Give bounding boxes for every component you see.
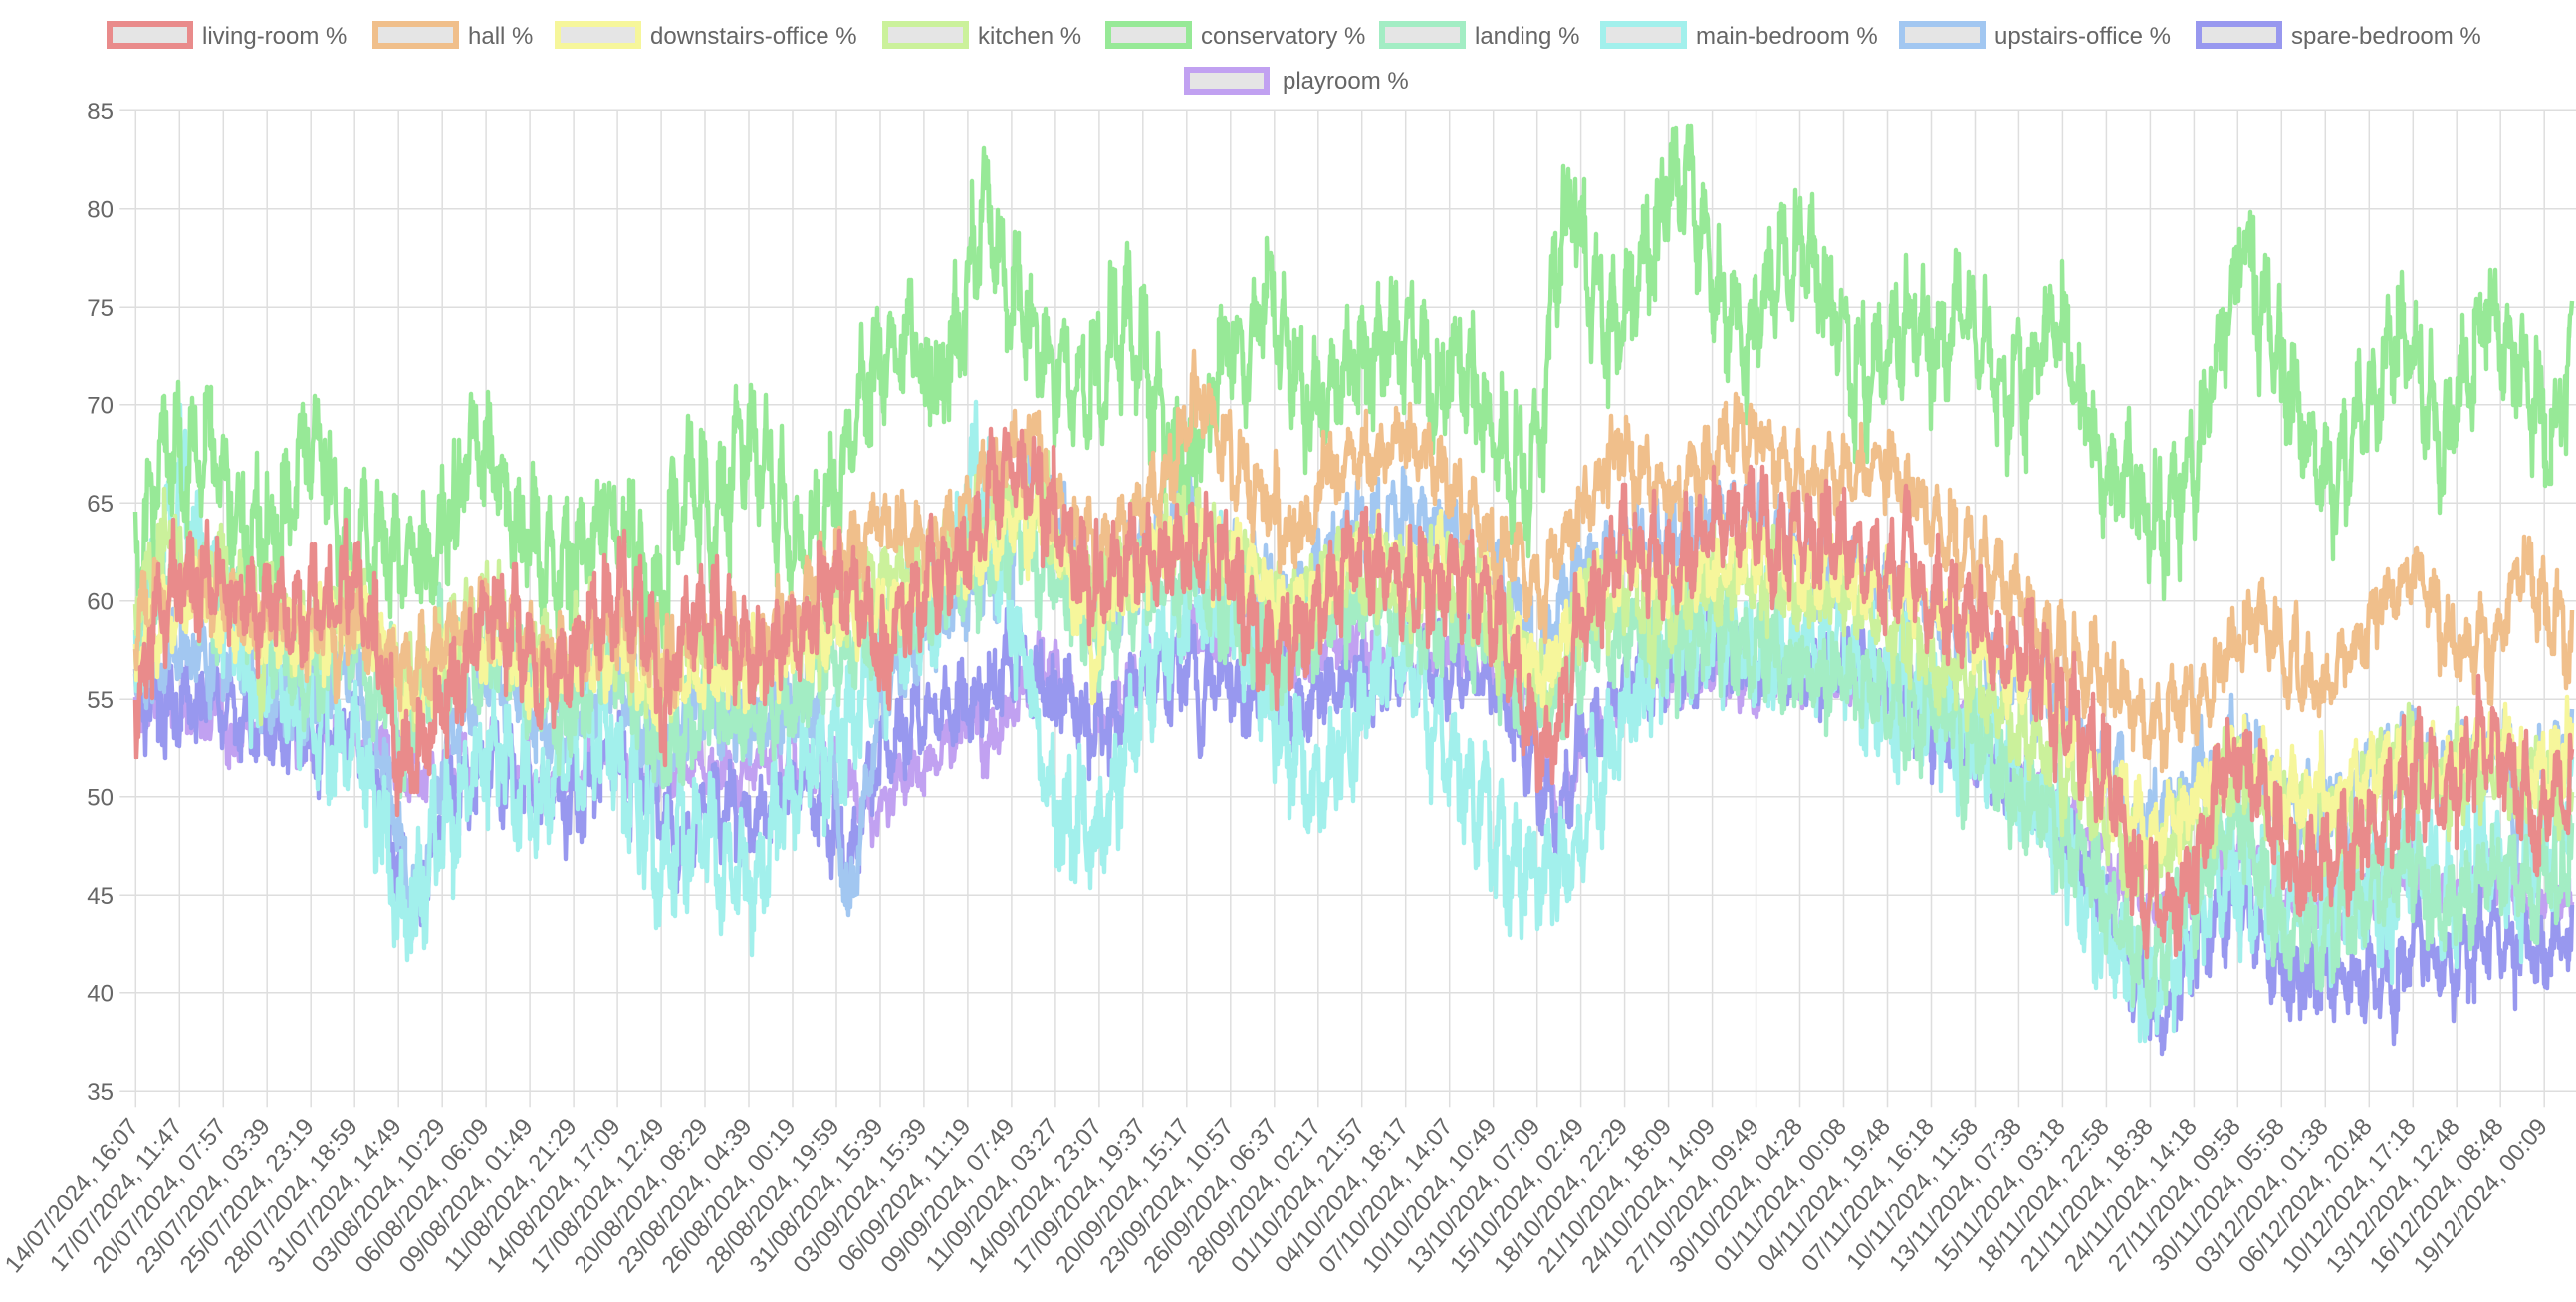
- svg-text:playroom %: playroom %: [1283, 68, 1409, 95]
- svg-text:conservatory %: conservatory %: [1201, 23, 1365, 50]
- svg-text:60: 60: [87, 588, 114, 615]
- svg-text:65: 65: [87, 491, 114, 518]
- svg-text:75: 75: [87, 295, 114, 322]
- svg-text:living-room %: living-room %: [202, 23, 347, 50]
- svg-text:downstairs-office %: downstairs-office %: [650, 23, 857, 50]
- svg-text:45: 45: [87, 883, 114, 910]
- svg-text:main-bedroom %: main-bedroom %: [1696, 23, 1878, 50]
- svg-text:spare-bedroom %: spare-bedroom %: [2291, 23, 2481, 50]
- svg-text:85: 85: [87, 99, 114, 125]
- svg-text:landing %: landing %: [1475, 23, 1579, 50]
- svg-text:hall %: hall %: [468, 23, 533, 50]
- svg-text:50: 50: [87, 784, 114, 811]
- svg-text:40: 40: [87, 980, 114, 1007]
- svg-text:35: 35: [87, 1079, 114, 1106]
- svg-text:kitchen %: kitchen %: [978, 23, 1081, 50]
- svg-text:80: 80: [87, 196, 114, 223]
- svg-text:55: 55: [87, 687, 114, 714]
- svg-text:70: 70: [87, 392, 114, 419]
- svg-text:upstairs-office %: upstairs-office %: [1994, 23, 2171, 50]
